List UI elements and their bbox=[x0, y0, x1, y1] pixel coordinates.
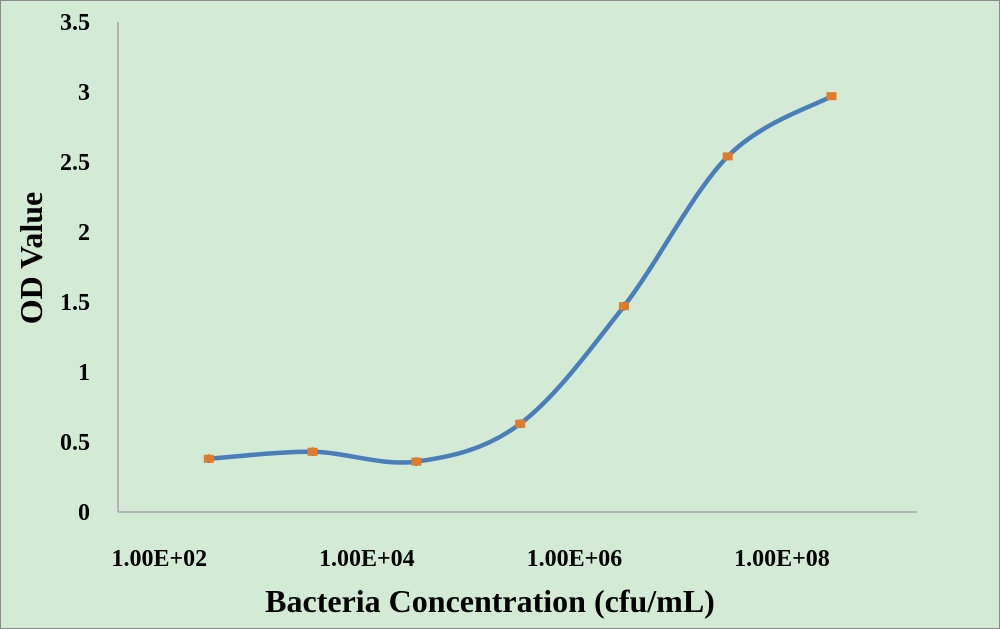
data-point-marker bbox=[515, 419, 526, 428]
data-point-marker bbox=[618, 302, 629, 311]
data-points bbox=[203, 92, 837, 466]
y-tick-label: 3 bbox=[78, 80, 90, 106]
data-point-marker bbox=[722, 152, 733, 161]
y-axis-title: OD Value bbox=[13, 192, 49, 324]
y-tick-label: 0 bbox=[78, 500, 90, 526]
chart-axes bbox=[117, 22, 917, 513]
data-point-marker bbox=[826, 92, 837, 101]
data-point-marker bbox=[307, 447, 318, 456]
data-point-marker bbox=[411, 457, 422, 466]
y-tick-label: 2 bbox=[78, 220, 90, 246]
x-tick-labels: 1.00E+02 1.00E+04 1.00E+06 1.00E+08 bbox=[111, 546, 829, 572]
x-tick-label: 1.00E+04 bbox=[319, 546, 415, 572]
x-tick-label: 1.00E+08 bbox=[734, 546, 830, 572]
x-tick-label: 1.00E+02 bbox=[111, 546, 207, 572]
y-tick-label: 1 bbox=[78, 360, 90, 386]
y-tick-label: 3.5 bbox=[60, 10, 90, 36]
data-point-marker bbox=[203, 454, 214, 463]
x-axis-title: Bacteria Concentration (cfu/mL) bbox=[265, 583, 715, 619]
y-tick-label: 0.5 bbox=[60, 430, 90, 456]
x-tick-label: 1.00E+06 bbox=[527, 546, 623, 572]
y-tick-label: 1.5 bbox=[60, 290, 90, 316]
y-tick-labels: 0 0.5 1 1.5 2 2.5 3 3.5 bbox=[60, 10, 90, 526]
y-tick-label: 2.5 bbox=[60, 150, 90, 176]
series-line bbox=[206, 93, 834, 465]
